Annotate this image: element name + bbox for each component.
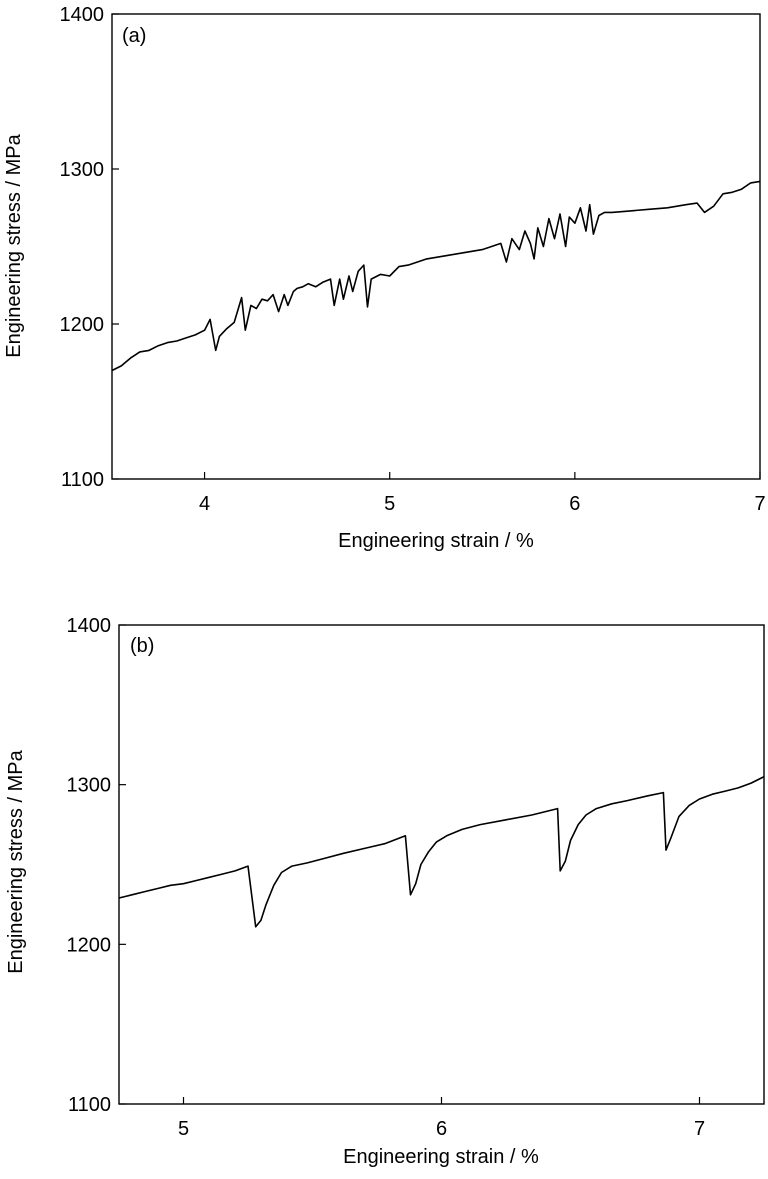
y-tick-label: 1300 [67, 775, 112, 797]
y-tick-label: 1100 [61, 469, 104, 491]
x-tick-label: 5 [384, 493, 395, 515]
x-tick-label: 6 [569, 493, 580, 515]
y-tick-label: 1100 [68, 1094, 111, 1116]
panel-a-x-axis-title: Engineering strain / % [338, 530, 534, 552]
panel-b: (b) 5 6 7 1100 1200 1300 1400 Engineering str… [5, 615, 765, 1168]
y-tick-label: 1400 [60, 4, 105, 26]
panel-a-series-line [111, 180, 761, 372]
y-tick-label: 1200 [67, 934, 112, 956]
panel-b-label: (b) [130, 635, 154, 657]
panel-b-x-axis-title: Engineering strain / % [343, 1146, 539, 1168]
panel-a-y-axis: 1100 1200 1300 1400 [60, 4, 119, 491]
panel-a-label: (a) [122, 25, 146, 47]
x-tick-label: 7 [694, 1118, 705, 1140]
panel-a-x-axis: 4 5 6 7 [199, 472, 766, 515]
panel-b-x-axis: 5 6 7 [178, 1097, 705, 1140]
panel-b-y-axis: 1100 1200 1300 1400 [67, 615, 126, 1116]
x-tick-label: 5 [178, 1118, 189, 1140]
x-tick-label: 6 [436, 1118, 447, 1140]
y-tick-label: 1400 [67, 615, 112, 637]
panel-a: (a) 4 5 6 7 1100 1200 1300 1400 Engineering st… [3, 4, 766, 552]
panel-a-y-axis-title: Engineering stress / MPa [3, 133, 25, 357]
panel-b-frame [118, 624, 765, 1105]
panel-b-series-line [118, 775, 765, 928]
x-tick-label: 4 [199, 493, 210, 515]
panel-b-y-axis-title: Engineering stress / MPa [5, 749, 27, 973]
y-tick-label: 1300 [60, 159, 105, 181]
x-tick-label: 7 [754, 493, 765, 515]
y-tick-label: 1200 [60, 314, 105, 336]
panel-a-frame [111, 13, 761, 480]
